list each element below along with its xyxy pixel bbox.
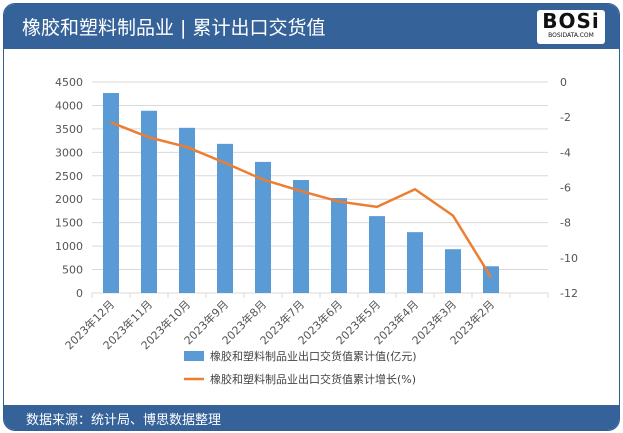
y-right-tick-label: -6 (560, 182, 571, 195)
bar (179, 127, 195, 293)
bosi-logo: BOSi BOSIDATA.COM (537, 10, 605, 44)
y-left-tick-label: 3500 (55, 123, 83, 136)
line-point (376, 206, 378, 208)
line-point (414, 188, 416, 190)
y-left-tick-label: 0 (76, 287, 83, 300)
line-point (452, 215, 454, 217)
y-left-tick-label: 4500 (55, 76, 83, 89)
line-point (262, 179, 264, 181)
bar (103, 93, 119, 293)
y-right-tick-label: -10 (560, 252, 578, 265)
line-point (338, 201, 340, 203)
y-right-tick-label: 0 (560, 76, 567, 89)
line-point (186, 146, 188, 148)
logo-text: BOSi (542, 9, 600, 33)
y-right-tick-label: -8 (560, 217, 571, 230)
bar (255, 161, 271, 293)
legend-label-bar: 橡胶和塑料制品业出口交货值累计值(亿元) (210, 349, 417, 363)
bar (331, 198, 347, 293)
y-right-tick-label: -2 (560, 111, 571, 124)
bar (369, 216, 385, 293)
logo-subtext: BOSIDATA.COM (548, 32, 594, 39)
line-point (490, 276, 492, 278)
line-point (110, 121, 112, 123)
bar (293, 179, 309, 293)
y-left-tick-label: 2500 (55, 170, 83, 183)
line-point (224, 162, 226, 164)
bar (217, 143, 233, 293)
data-source: 数据来源：统计局、博思数据整理 (26, 413, 222, 428)
bar (141, 110, 157, 293)
legend-swatch-bar (184, 351, 204, 361)
y-left-tick-label: 2000 (55, 193, 83, 206)
y-right-tick-label: -4 (560, 146, 571, 159)
bar (407, 232, 423, 293)
y-left-tick-label: 500 (62, 264, 83, 277)
y-left-tick-label: 3000 (55, 146, 83, 159)
line-point (148, 136, 150, 138)
y-left-tick-label: 4000 (55, 99, 83, 112)
legend-label-line: 橡胶和塑料制品业出口交货值累计增长(%) (210, 372, 416, 386)
footer-bar: 数据来源：统计局、博思数据整理 (4, 405, 619, 430)
line-point (300, 190, 302, 192)
y-right-tick-label: -12 (560, 287, 578, 300)
y-left-tick-label: 1500 (55, 217, 83, 230)
y-left-tick-label: 1000 (55, 240, 83, 253)
page-title: 橡胶和塑料制品业 | 累计出口交货值 (22, 17, 326, 39)
header-bar: 橡胶和塑料制品业 | 累计出口交货值 BOSi BOSIDATA.COM (4, 4, 619, 49)
bar (445, 249, 461, 293)
